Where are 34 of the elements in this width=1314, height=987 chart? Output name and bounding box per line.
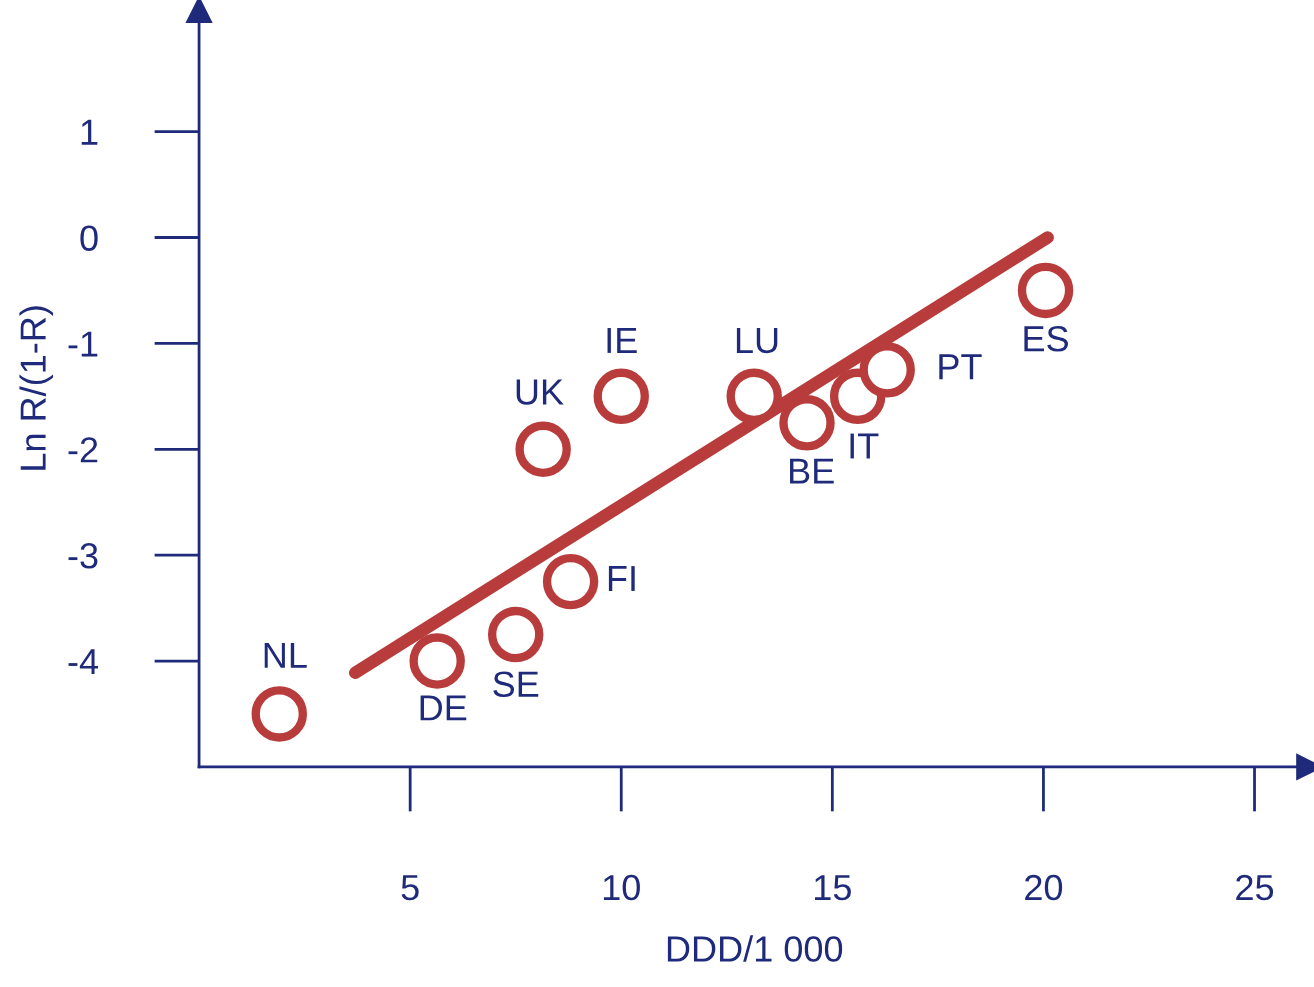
x-tick-label: 5 [401, 875, 419, 901]
point [409, 633, 465, 689]
x-axis-title: DDD/1 000 [667, 935, 843, 962]
annotation: NL [264, 642, 307, 668]
y-tick-label: -4 [68, 649, 99, 675]
point [726, 368, 782, 425]
x-tick-label: 10 [603, 874, 640, 901]
point [515, 421, 571, 477]
x-tick-label: 20 [1025, 874, 1063, 901]
annotation: LU [736, 328, 778, 354]
annotation: PT [939, 354, 982, 380]
point [593, 368, 649, 425]
x-tick-label: 15 [815, 875, 851, 901]
point [542, 553, 599, 610]
annotation: ES [1024, 325, 1068, 352]
point [251, 686, 307, 742]
annotation: DE [420, 695, 467, 721]
x-tick-label: 25 [1236, 874, 1274, 901]
point [487, 606, 544, 663]
point [859, 342, 915, 398]
point [779, 395, 835, 451]
annotation: IT [850, 433, 879, 459]
y-tick-label: -2 [68, 437, 98, 463]
annotation: IE [607, 328, 637, 353]
annotation: SE [493, 671, 539, 698]
point [1017, 262, 1074, 319]
annotation: BE [790, 458, 834, 484]
y-tick-label: 0 [80, 225, 98, 251]
annotation: UK [516, 379, 564, 405]
y-axis-title: Ln R/(1-R) [19, 306, 54, 470]
y-tick-label: -1 [68, 331, 98, 357]
y-tick-label: -3 [68, 543, 98, 569]
y-tick-label: 1 [81, 119, 98, 145]
annotation: FI [608, 566, 635, 591]
